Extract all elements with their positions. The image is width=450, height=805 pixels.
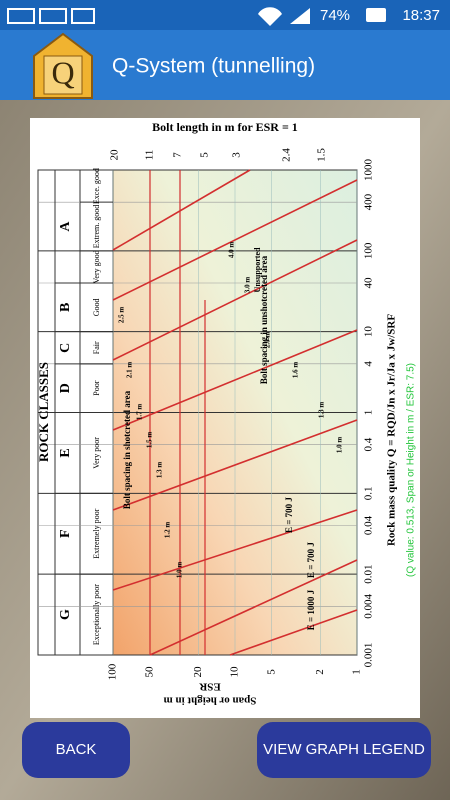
status-icons [7,7,386,26]
support-line [112,179,358,301]
clock: 18:37 [402,7,440,24]
legend-button[interactable] [257,722,431,778]
span-axis-denominator: ESR [198,680,220,692]
q-tick-label: 1000 [363,159,375,182]
class-description: Extrem. good [92,205,101,249]
bolt-length-tick: 20 [109,149,121,161]
annotation: Bolt spacing in unshotcreted area [259,255,269,384]
q-tick-label: 0.004 [363,593,375,618]
support-line [112,169,251,251]
class-description: Extremely poor [92,508,101,558]
q-tick-label: 0.1 [363,486,375,500]
q-tick-label: 0.04 [363,515,375,535]
class-description: Very poor [92,437,101,469]
bolt-length-tick: 5 [199,152,211,158]
span-tick-label: 20 [192,666,204,678]
back-button[interactable] [22,722,130,778]
support-line [149,559,358,656]
app-title: Q-System (tunnelling) [112,55,315,78]
class-letter: D [58,383,73,393]
support-line [112,419,358,511]
annotation: E = 700 J [284,497,294,533]
bolt-length-title: Bolt length in m for ESR = 1 [152,120,298,134]
annotation: Unsupported [253,247,262,292]
svg-text:Q: Q [51,54,74,90]
q-tick-label: 400 [363,193,375,210]
annotation: 1.0 m [176,562,184,579]
q-tick-label: 100 [363,242,375,259]
rock-classes-title: ROCK CLASSES [36,362,51,462]
q-tick-label: 0.001 [363,643,375,668]
span-tick-label: 5 [265,669,277,675]
q-tick-label: 0.4 [363,437,375,451]
back-button-label[interactable]: BACK [56,741,97,758]
q-tick-label: 40 [363,277,375,289]
selection-note: (Q value: 0.513, Span or Height in m / E… [406,363,417,577]
bolt-length-tick: 11 [144,150,156,161]
bolt-length-tick: 7 [172,152,184,158]
annotation: E = 700 J [306,542,316,578]
annotation: 1.7 m [136,404,144,421]
legend-button-label[interactable]: VIEW GRAPH LEGEND [263,741,425,758]
span-tick-label: 10 [229,666,241,678]
class-letter: F [58,529,73,538]
class-description: Very good [92,250,101,283]
class-description: Poor [92,380,101,395]
annotation: 1.5 m [146,432,154,449]
bolt-length-tick: 2.4 [281,148,293,162]
support-line [229,609,358,656]
annotation: 1.6 m [292,362,300,379]
class-description: Fair [92,341,101,354]
annotation: 4.0 m [228,242,236,259]
battery-level: 74% [320,7,350,24]
span-tick-label: 1 [351,669,363,675]
span-tick-label: 2 [314,669,326,675]
span-tick-label: 100 [107,663,119,680]
bolt-length-tick: 1.5 [316,148,328,162]
annotation: E = 1000 J [306,589,316,630]
annotation: 1.2 m [164,522,172,539]
q-chart: 0.001 0.004 0.01 0.04 0.1 0.4 1 4 10 40 100 400 1000… [36,120,417,707]
class-description: Exce. good [92,168,101,204]
q-tick-label: 1 [363,410,375,416]
annotation: 1.3 m [318,402,326,419]
q-tick-label: 10 [363,326,375,338]
annotation: 2.5 m [118,307,126,324]
span-tick-label: 50 [143,666,155,678]
annotation: Bolt spacing in shotcreted area [122,390,132,509]
annotation: 2.0 m [264,332,272,349]
support-line [112,239,358,361]
bolt-length-tick: 3 [231,152,243,158]
class-description: Exceptionally poor [92,584,101,645]
span-axis-label: Span or height in m [164,694,257,706]
class-letter: B [58,303,73,312]
annotation: 1.3 m [156,462,164,479]
class-letter: G [58,609,73,620]
q-axis-label: Rock mass quality Q = RQD/Jn x Jr/Ja x J… [386,314,398,546]
q-tick-label: 4 [363,361,375,367]
annotation: 1.0 m [336,437,344,454]
app-logo: Q [33,32,93,99]
class-letter: E [58,448,73,457]
class-letter: C [58,343,73,353]
annotation: 2.1 m [126,362,134,379]
support-line [112,329,358,431]
support-line [112,509,358,591]
q-tick-label: 0.01 [363,565,375,584]
class-description: Good [92,298,101,316]
class-letter: A [58,221,73,232]
annotation: 3.0 m [244,277,252,294]
